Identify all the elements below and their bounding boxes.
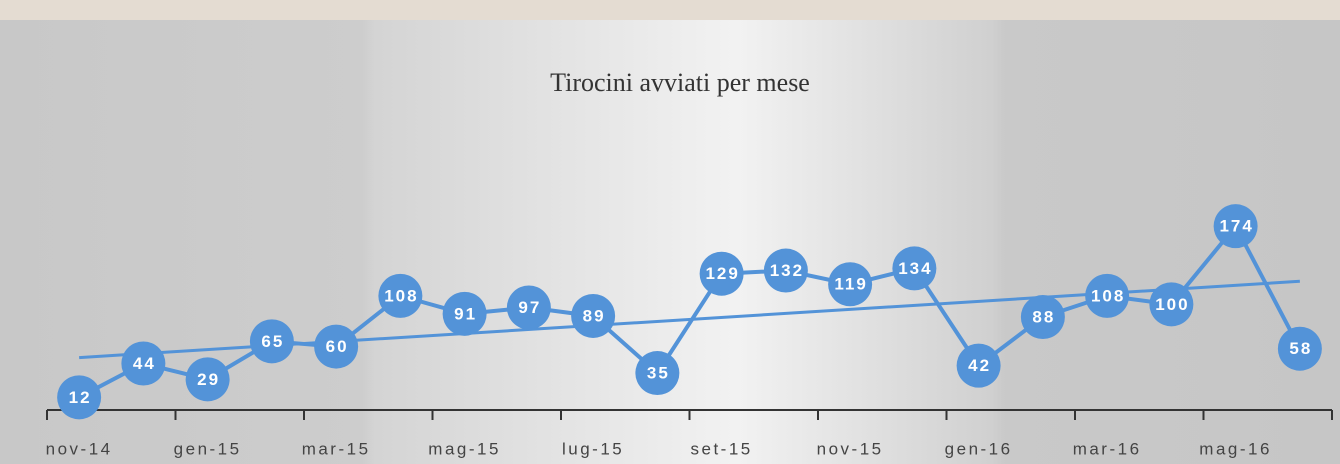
data-label: 134 bbox=[898, 259, 932, 278]
data-label: 42 bbox=[968, 356, 991, 375]
x-tick-label: mar-15 bbox=[302, 439, 371, 458]
x-tick-label: set-15 bbox=[691, 439, 753, 458]
data-label: 60 bbox=[326, 337, 349, 356]
data-label: 97 bbox=[518, 298, 541, 317]
data-label: 88 bbox=[1032, 307, 1055, 326]
data-label: 91 bbox=[454, 304, 477, 323]
chart-title: Tirocini avviati per mese bbox=[550, 68, 810, 97]
data-label: 12 bbox=[69, 388, 92, 407]
x-tick-label: nov-15 bbox=[817, 439, 884, 458]
data-label: 65 bbox=[261, 332, 284, 351]
data-label: 132 bbox=[770, 261, 804, 280]
x-tick-label: lug-15 bbox=[562, 439, 624, 458]
data-label: 100 bbox=[1155, 295, 1189, 314]
x-tick-label: mag-15 bbox=[428, 439, 501, 458]
data-label: 119 bbox=[834, 275, 867, 294]
data-label: 108 bbox=[1091, 286, 1125, 305]
x-tick-label: mag-16 bbox=[1199, 439, 1272, 458]
data-label: 58 bbox=[1289, 339, 1312, 358]
chart: Tirocini avviati per mese nov-14 gen-15 ma… bbox=[0, 0, 1340, 464]
data-label: 35 bbox=[647, 364, 670, 383]
x-tick-label: gen-15 bbox=[174, 439, 242, 458]
x-tick-label: gen-16 bbox=[945, 439, 1013, 458]
data-label: 89 bbox=[583, 306, 606, 325]
x-tick-label: nov-14 bbox=[46, 439, 113, 458]
data-label: 108 bbox=[384, 286, 418, 305]
data-label: 129 bbox=[705, 264, 739, 283]
data-label: 29 bbox=[197, 370, 220, 389]
x-tick-label: mar-16 bbox=[1073, 439, 1142, 458]
data-label: 174 bbox=[1219, 217, 1253, 236]
data-label: 44 bbox=[133, 354, 156, 373]
